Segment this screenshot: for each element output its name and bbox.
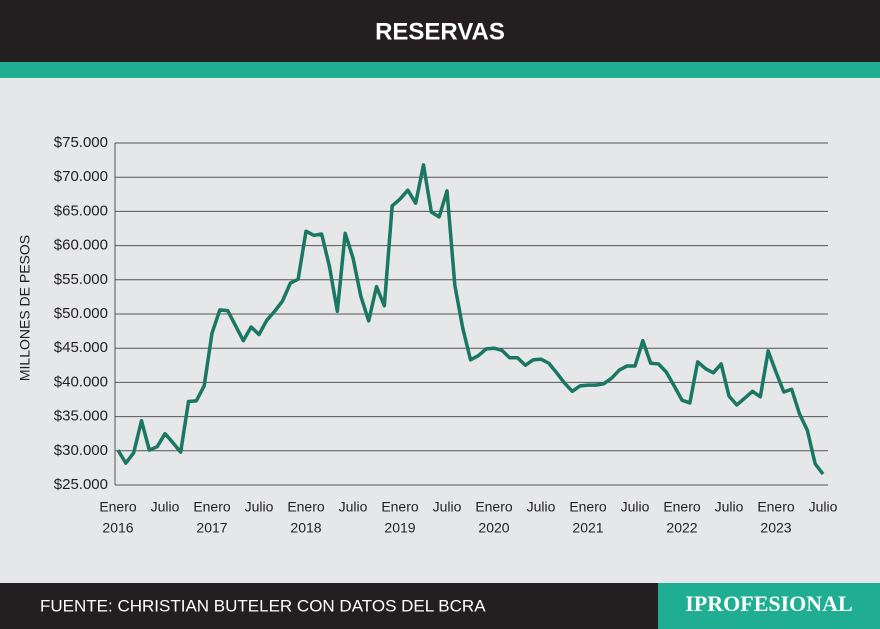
y-tick-label: $25.000 [54, 476, 108, 493]
x-year-label: 2016 [102, 520, 133, 536]
y-tick-label: $35.000 [54, 408, 108, 425]
logo: IPROFESIONAL [685, 591, 852, 616]
x-tick-label: Julio [433, 499, 462, 515]
x-tick-label: Enero [99, 499, 137, 515]
x-tick-label: Enero [287, 499, 325, 515]
y-tick-label: $30.000 [54, 442, 108, 459]
x-tick-label: Julio [809, 499, 838, 515]
x-year-label: 2018 [290, 520, 321, 536]
x-year-label: 2023 [760, 520, 791, 536]
y-tick-label: $70.000 [54, 168, 108, 185]
x-year-label: 2017 [196, 520, 227, 536]
y-tick-label: $60.000 [54, 237, 108, 254]
x-tick-label: Enero [475, 499, 513, 515]
y-tick-label: $45.000 [54, 339, 108, 356]
x-year-label: 2022 [666, 520, 697, 536]
header-band [0, 62, 880, 78]
y-tick-label: $75.000 [54, 134, 108, 151]
x-tick-label: Julio [621, 499, 650, 515]
x-tick-label: Enero [193, 499, 231, 515]
x-year-label: 2019 [384, 520, 415, 536]
y-tick-label: $40.000 [54, 373, 108, 390]
source: FUENTE: CHRISTIAN BUTELER CON DATOS DEL … [40, 596, 486, 615]
x-year-label: 2020 [478, 520, 509, 536]
y-tick-label: $50.000 [54, 305, 108, 322]
x-tick-label: Julio [245, 499, 274, 515]
header [0, 0, 880, 62]
x-tick-label: Enero [569, 499, 607, 515]
x-tick-label: Julio [151, 499, 180, 515]
data-line [116, 163, 825, 476]
y-axis-label: MILLONES DE PESOS [17, 235, 33, 381]
x-year-label: 2021 [572, 520, 603, 536]
footer [0, 583, 658, 629]
x-tick-label: Enero [381, 499, 419, 515]
logo-box [658, 583, 880, 629]
y-tick-label: $55.000 [54, 271, 108, 288]
y-tick-label: $65.000 [54, 202, 108, 219]
x-tick-label: Julio [339, 499, 368, 515]
x-tick-label: Enero [757, 499, 795, 515]
x-tick-label: Julio [527, 499, 556, 515]
chart-title: RESERVAS [375, 18, 505, 45]
x-tick-label: Julio [715, 499, 744, 515]
x-tick-label: Enero [663, 499, 701, 515]
